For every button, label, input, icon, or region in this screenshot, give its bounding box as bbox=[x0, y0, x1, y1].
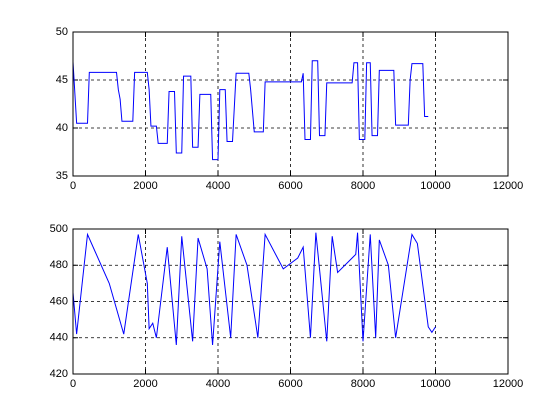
x-tick-label: 2000 bbox=[133, 180, 157, 192]
x-tick-label: 12000 bbox=[493, 378, 524, 390]
x-tick-label: 10000 bbox=[420, 378, 451, 390]
x-tick-label: 6000 bbox=[278, 180, 302, 192]
x-tick-label: 4000 bbox=[206, 378, 230, 390]
y-tick-label: 40 bbox=[56, 122, 68, 134]
y-tick-label: 500 bbox=[50, 223, 68, 235]
x-tick-label: 10000 bbox=[420, 180, 451, 192]
x-tick-label: 0 bbox=[70, 378, 76, 390]
y-tick-label: 45 bbox=[56, 74, 68, 86]
y-tick-label: 480 bbox=[50, 259, 68, 271]
x-tick-label: 8000 bbox=[351, 180, 375, 192]
y-tick-label: 50 bbox=[56, 26, 68, 38]
x-tick-label: 12000 bbox=[493, 180, 524, 192]
y-tick-label: 440 bbox=[50, 332, 68, 344]
y-tick-label: 460 bbox=[50, 295, 68, 307]
y-tick-label: 35 bbox=[56, 170, 68, 182]
axes-frame bbox=[72, 228, 509, 375]
x-tick-label: 4000 bbox=[206, 180, 230, 192]
y-tick-label: 420 bbox=[50, 368, 68, 380]
line-series bbox=[72, 60, 429, 161]
x-tick-label: 0 bbox=[70, 180, 76, 192]
axes-frame bbox=[72, 31, 509, 177]
x-tick-label: 2000 bbox=[133, 378, 157, 390]
line-series bbox=[72, 232, 436, 346]
x-tick-label: 8000 bbox=[351, 378, 375, 390]
x-tick-label: 6000 bbox=[278, 378, 302, 390]
